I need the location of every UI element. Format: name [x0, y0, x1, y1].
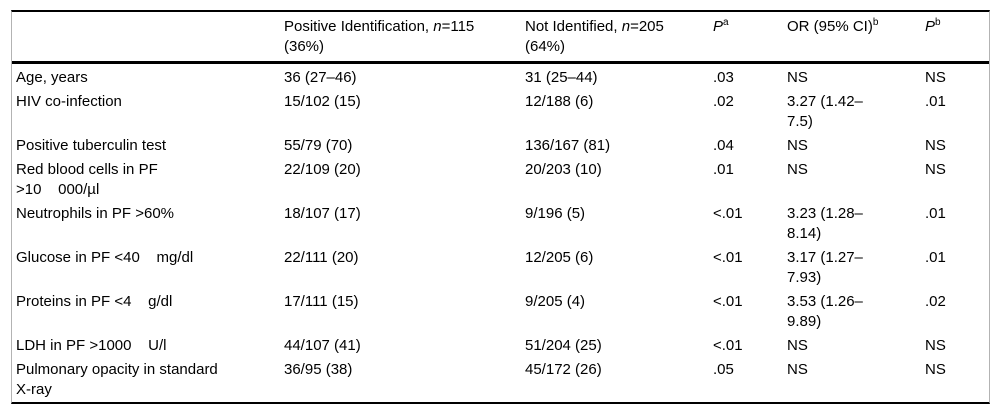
p-univariate-value: <.01 — [713, 293, 743, 310]
table-row: Proteins in PF <4 g/dl 17/111 (15) 9/205… — [12, 290, 989, 334]
table-frame: Positive Identification, n=115 (36%) Not … — [11, 10, 990, 404]
header-odds-ratio: OR (95% CI)b — [785, 12, 923, 63]
header-p-multivariate: Pb — [923, 12, 989, 63]
p-multivariate-value: .01 — [925, 249, 946, 266]
header-percent: (36%) — [284, 38, 325, 55]
or-value: NS — [787, 361, 808, 378]
p-symbol: P — [713, 18, 724, 35]
table-row: Age, years 36 (27–46) 31 (25–44) .03 NS … — [12, 63, 989, 91]
p-univariate-value: <.01 — [713, 337, 743, 354]
p-symbol: P — [925, 18, 936, 35]
header-text: Not Identified, — [525, 18, 622, 35]
row-label: Positive tuberculin test — [16, 137, 167, 154]
header-text: Positive Identification, — [284, 18, 434, 35]
table-row: Neutrophils in PF >60% 18/107 (17) 9/196… — [12, 202, 989, 246]
positive-id-value: 15/102 (15) — [284, 93, 361, 110]
table-row: Glucose in PF <40 mg/dl 22/111 (20) 12/2… — [12, 246, 989, 290]
not-identified-value: 45/172 (26) — [525, 361, 602, 378]
p-univariate-value: .03 — [713, 69, 734, 86]
header-empty-cell — [12, 12, 282, 63]
p-univariate-value: .04 — [713, 137, 734, 154]
table-row: Red blood cells in PF >10 000/µl 22/109 … — [12, 158, 989, 202]
not-identified-value: 9/196 (5) — [525, 205, 586, 222]
positive-id-value: 18/107 (17) — [284, 205, 361, 222]
positive-id-value: 22/111 (20) — [284, 249, 359, 266]
positive-id-value: 44/107 (41) — [284, 337, 361, 354]
or-value: 3.23 (1.28– 8.14) — [787, 205, 863, 242]
or-value: NS — [787, 137, 808, 154]
p-univariate-value: <.01 — [713, 249, 743, 266]
table-row: HIV co-infection 15/102 (15) 12/188 (6) … — [12, 90, 989, 134]
header-n-italic: n — [433, 18, 442, 35]
header-count: =205 — [630, 18, 664, 35]
not-identified-value: 20/203 (10) — [525, 161, 602, 178]
p-multivariate-value: .02 — [925, 293, 946, 310]
positive-id-value: 55/79 (70) — [284, 137, 353, 154]
row-label: HIV co-infection — [16, 93, 122, 110]
results-table: Positive Identification, n=115 (36%) Not … — [12, 12, 989, 402]
footnote-marker-a: a — [723, 17, 729, 28]
not-identified-value: 9/205 (4) — [525, 293, 586, 310]
or-label: OR (95% CI) — [787, 18, 873, 35]
p-univariate-value: .02 — [713, 93, 734, 110]
table-row: LDH in PF >1000 U/l 44/107 (41) 51/204 (… — [12, 334, 989, 358]
not-identified-value: 12/188 (6) — [525, 93, 594, 110]
row-label: Pulmonary opacity in standard X-ray — [16, 361, 218, 398]
not-identified-value: 12/205 (6) — [525, 249, 594, 266]
p-multivariate-value: NS — [925, 361, 946, 378]
footnote-marker-b: b — [935, 17, 941, 28]
table-row: Positive tuberculin test 55/79 (70) 136/… — [12, 134, 989, 158]
p-multivariate-value: NS — [925, 337, 946, 354]
header-p-univariate: Pa — [711, 12, 785, 63]
p-multivariate-value: .01 — [925, 205, 946, 222]
p-multivariate-value: NS — [925, 137, 946, 154]
p-univariate-value: .01 — [713, 161, 734, 178]
p-univariate-value: .05 — [713, 361, 734, 378]
not-identified-value: 31 (25–44) — [525, 69, 598, 86]
or-value: NS — [787, 337, 808, 354]
or-value: 3.17 (1.27– 7.93) — [787, 249, 863, 286]
or-value: NS — [787, 69, 808, 86]
or-value: 3.27 (1.42– 7.5) — [787, 93, 863, 130]
header-percent: (64%) — [525, 38, 566, 55]
or-value: 3.53 (1.26– 9.89) — [787, 293, 863, 330]
header-n-italic: n — [621, 18, 631, 35]
table-row: Pulmonary opacity in standard X-ray 36/9… — [12, 358, 989, 402]
row-label: Age, years — [16, 69, 88, 86]
row-label: Neutrophils in PF >60% — [16, 205, 174, 222]
row-label: Proteins in PF <4 g/dl — [16, 293, 173, 310]
row-label: Red blood cells in PF >10 000/µl — [16, 161, 158, 198]
positive-id-value: 36/95 (38) — [284, 361, 353, 378]
p-multivariate-value: .01 — [925, 93, 946, 110]
not-identified-value: 136/167 (81) — [525, 137, 611, 154]
row-label: Glucose in PF <40 mg/dl — [16, 249, 194, 266]
p-multivariate-value: NS — [925, 161, 946, 178]
not-identified-value: 51/204 (25) — [525, 337, 602, 354]
positive-id-value: 36 (27–46) — [284, 69, 357, 86]
positive-id-value: 17/111 (15) — [284, 293, 359, 310]
positive-id-value: 22/109 (20) — [284, 161, 361, 178]
or-value: NS — [787, 161, 808, 178]
p-univariate-value: <.01 — [713, 205, 743, 222]
header-row: Positive Identification, n=115 (36%) Not … — [12, 12, 989, 63]
p-multivariate-value: NS — [925, 69, 946, 86]
row-label: LDH in PF >1000 U/l — [16, 337, 167, 354]
header-count: =115 — [441, 18, 475, 35]
header-positive-identification: Positive Identification, n=115 (36%) — [282, 12, 523, 63]
footnote-marker-b: b — [872, 17, 879, 28]
header-not-identified: Not Identified, n=205 (64%) — [523, 12, 711, 63]
